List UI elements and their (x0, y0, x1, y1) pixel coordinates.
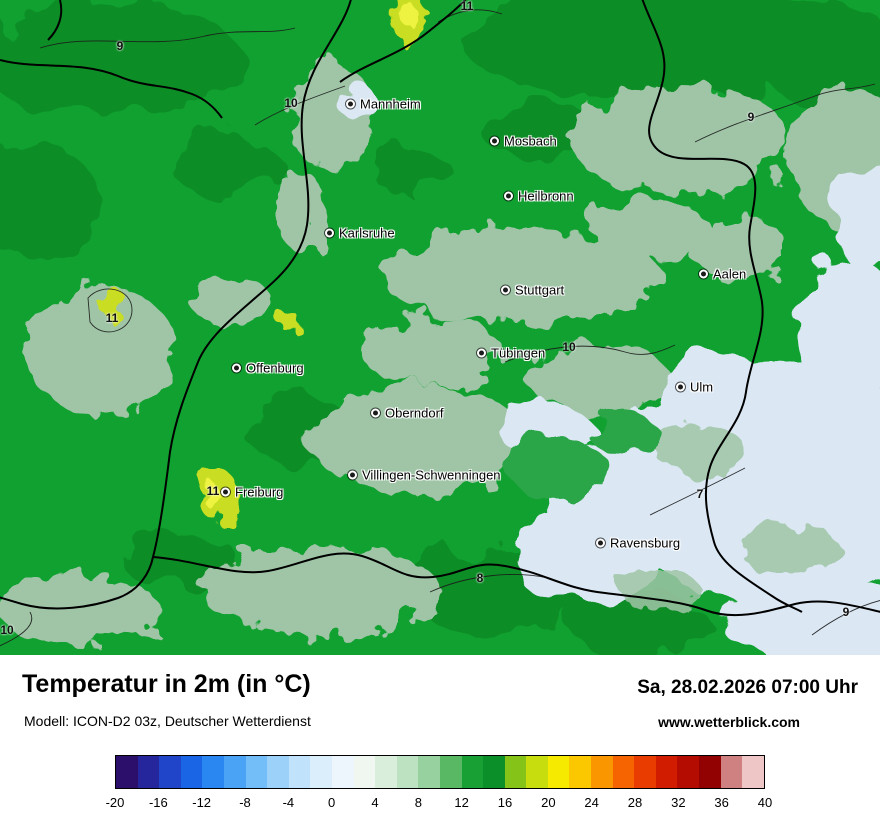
colorbar-tick-label: 0 (328, 795, 336, 810)
colorbar-tick-label: 40 (757, 795, 773, 810)
sage-patches (0, 60, 880, 645)
colorbar-segment (396, 756, 419, 788)
colorbar-segment (310, 756, 332, 788)
colorbar-tick-label: 32 (671, 795, 686, 810)
colorbar-tick-label: -12 (192, 795, 212, 810)
colorbar-tick-label: -20 (105, 795, 125, 810)
colorbar-segment (742, 756, 764, 788)
colorbar-segments (116, 756, 764, 788)
colorbar-tick-label: 8 (414, 795, 422, 810)
colorbar-tick-label: 4 (371, 795, 379, 810)
colorbar-tick-label: 24 (584, 795, 599, 810)
colorbar-segment (591, 756, 613, 788)
colorbar-tick-label: 16 (497, 795, 513, 810)
green-islands (510, 410, 655, 500)
website-label: www.wetterblick.com (658, 714, 800, 730)
colorbar-segment (180, 756, 203, 788)
temperature-map: Mannheim Mosbach Heilbronn Karlsruhe Stu… (0, 0, 880, 655)
colorbar-tick-label: -8 (239, 795, 251, 810)
colorbar-tick-label: 36 (714, 795, 729, 810)
colorbar-segment (461, 756, 484, 788)
colorbar-segment (159, 756, 181, 788)
isoline-contours (0, 9, 880, 647)
yellow-cores (205, 2, 416, 510)
colorbar-segment (267, 756, 289, 788)
colorbar-segment (202, 756, 224, 788)
colorbar-segment (331, 756, 354, 788)
model-info: Modell: ICON-D2 03z, Deutscher Wetterdie… (24, 713, 311, 729)
colorbar-segment (137, 756, 160, 788)
colorbar-segment (439, 756, 462, 788)
border-lines (0, 0, 880, 617)
colorbar-segment (288, 756, 311, 788)
datetime-label: Sa, 28.02.2026 07:00 Uhr (637, 677, 858, 698)
colorbar-ticks: -20 -16 -12 -8 -4 0 4 8 12 16 20 24 28 32 36 40 (106, 795, 773, 813)
page-title: Temperatur in 2m (in °C) (22, 670, 311, 698)
colorbar-tick-label: 20 (541, 795, 556, 810)
sage-speckles (620, 425, 840, 610)
colorbar-segment (418, 756, 440, 788)
colorbar-segment (547, 756, 570, 788)
colorbar-segment (634, 756, 656, 788)
colorbar-tick-label: 28 (627, 795, 643, 810)
footer: Temperatur in 2m (in °C) Modell: ICON-D2… (0, 655, 880, 830)
colorbar-tick-label: -4 (282, 795, 295, 810)
colorbar-segment (504, 756, 527, 788)
colorbar-segment (699, 756, 721, 788)
colorbar-segment (655, 756, 678, 788)
colorbar-segment (612, 756, 635, 788)
colorbar-segment (569, 756, 592, 788)
colorbar (115, 755, 765, 789)
colorbar-segment (353, 756, 376, 788)
colorbar-segment (116, 756, 138, 788)
colorbar-segment (720, 756, 743, 788)
colorbar-segment (223, 756, 246, 788)
colorbar-segment (526, 756, 548, 788)
colorbar-tick-label: -16 (148, 795, 168, 810)
map-field-svg (0, 0, 880, 655)
colorbar-segment (375, 756, 397, 788)
colorbar-segment (677, 756, 700, 788)
colorbar-tick-label: 12 (454, 795, 469, 810)
colorbar-segment (483, 756, 505, 788)
colorbar-segment (245, 756, 268, 788)
